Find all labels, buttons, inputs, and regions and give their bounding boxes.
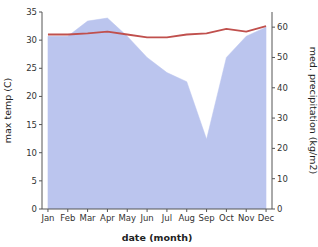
x-tick [147,209,148,212]
y-tick-label: 10 [26,148,37,158]
y2-tick [272,118,275,119]
x-tick-label: Mar [80,213,97,223]
temperature-line [48,26,266,37]
x-tick [67,209,68,212]
x-tick-label: Dec [258,213,275,223]
y2-tick [272,178,275,179]
y-tick-label: 0 [32,204,37,214]
x-tick-label: Sep [199,213,215,223]
x-tick-label: Jan [40,213,54,223]
y2-axis-label: med. precipitation (kg/m2) [308,47,318,174]
y-tick-label: 30 [26,35,37,45]
y2-tick [272,57,275,58]
x-tick [226,209,227,212]
x-tick-label: Nov [238,213,255,223]
x-tick-label: Feb [60,213,75,223]
x-axis-label: date (month) [122,232,193,243]
y2-tick [272,209,275,210]
x-tick-label: Jun [139,213,153,223]
x-tick-label: Oct [219,213,234,223]
x-tick [246,209,247,212]
y-tick [39,40,42,41]
y2-tick [272,27,275,28]
y-tick [39,12,42,13]
x-axis-line [42,209,272,210]
x-tick [107,209,108,212]
precipitation-area [48,18,266,209]
plot-area [48,18,266,209]
y-tick [39,68,42,69]
y-tick [39,209,42,210]
x-tick [47,209,48,212]
x-tick-label: May [118,213,136,223]
x-tick [186,209,187,212]
x-tick-label: Apr [100,213,115,223]
y-tick [39,124,42,125]
y-axis-line [42,12,43,209]
y2-tick-label: 20 [277,143,288,153]
x-tick [266,209,267,212]
x-tick-label: Aug [178,213,195,223]
y-tick-label: 20 [26,91,37,101]
y-tick [39,96,42,97]
y-axis-label: max temp (C) [2,78,13,144]
y2-tick-label: 40 [277,83,288,93]
x-tick [87,209,88,212]
x-tick [206,209,207,212]
y2-tick-label: 30 [277,113,288,123]
chart: 0 5 10 15 20 25 30 35 0 10 20 30 40 50 60 Jan Feb MarAprM… [0,0,318,247]
y-tick-label: 25 [26,63,37,73]
y2-tick-label: 60 [277,22,288,32]
y2-axis-line [272,12,273,209]
x-tick [166,209,167,212]
y2-tick-label: 10 [277,174,288,184]
y2-tick-label: 50 [277,52,288,62]
y-tick [39,180,42,181]
y-tick-label: 5 [32,176,37,186]
y-tick [39,152,42,153]
y2-tick [272,87,275,88]
x-tick [127,209,128,212]
y-tick-label: 35 [26,7,37,17]
y2-tick [272,148,275,149]
x-tick-label: Jul [161,213,172,223]
y-tick-label: 15 [26,120,37,130]
y2-tick-label: 0 [277,204,282,214]
